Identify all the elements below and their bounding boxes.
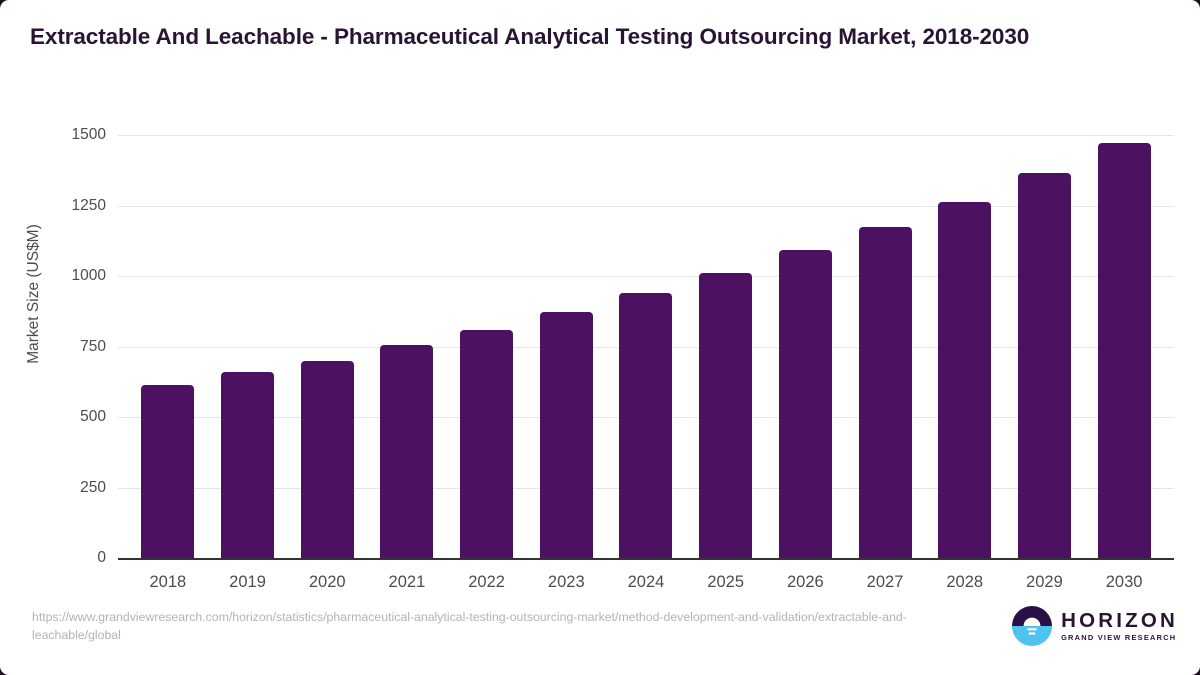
source-url[interactable]: https://www.grandviewresearch.com/horizo… (32, 610, 907, 643)
logo-wordmark: HORIZON (1061, 608, 1178, 632)
footer: https://www.grandviewresearch.com/horizo… (0, 603, 1200, 675)
bar-slot: 2024 (606, 135, 686, 591)
page-title: Extractable And Leachable - Pharmaceutic… (30, 24, 1030, 49)
x-axis-tick-label: 2025 (707, 573, 745, 591)
bar-slot: 2030 (1084, 135, 1164, 591)
bar[interactable] (778, 250, 832, 558)
y-axis-tick-label: 1500 (71, 126, 106, 143)
bar[interactable] (1017, 173, 1071, 558)
y-axis-tick-label: 750 (80, 337, 106, 355)
x-axis-line (118, 557, 1174, 560)
y-axis-tick-label: 500 (80, 408, 106, 425)
bar-slot: 2027 (845, 135, 925, 591)
x-axis-tick-label: 2027 (866, 573, 904, 591)
bar[interactable] (300, 360, 354, 558)
y-axis-tick-label: 250 (80, 478, 106, 496)
bar-slot: 2029 (1005, 135, 1085, 591)
x-axis-tick-label: 2028 (946, 573, 984, 591)
bar[interactable] (380, 345, 434, 558)
bar-slot: 2025 (686, 135, 766, 591)
x-axis-tick-label: 2021 (388, 573, 426, 591)
bar-slot: 2019 (208, 135, 288, 591)
gridline (118, 205, 1174, 207)
bar[interactable] (221, 372, 275, 558)
chart-area: Market Size (US$M) 0 250 500 750 1000 1250 150… (0, 105, 1200, 605)
bar-slot: 2023 (526, 135, 606, 591)
bar[interactable] (1097, 142, 1151, 558)
bar[interactable] (460, 329, 514, 558)
x-axis-tick-label: 2023 (547, 573, 585, 591)
x-axis-tick-label: 2026 (786, 573, 824, 591)
x-axis-tick-label: 2019 (229, 573, 266, 591)
bar[interactable] (141, 385, 195, 558)
bar[interactable] (619, 292, 673, 558)
horizon-logo-icon (1012, 606, 1053, 646)
bar-series: 2018 2019 2020 2021 2022 2023 2024 2025 2026 2027… (118, 135, 1174, 591)
bar-slot: 2026 (766, 135, 846, 591)
bar-slot: 2022 (447, 135, 527, 591)
bar[interactable] (699, 273, 753, 558)
x-axis-tick-label: 2024 (627, 573, 665, 591)
y-axis-tick-label: 1250 (71, 196, 106, 214)
y-axis-tick-label: 0 (97, 549, 106, 566)
bar-slot: 2018 (128, 135, 208, 591)
bar-slot: 2021 (367, 135, 447, 591)
gridline (118, 135, 1174, 136)
x-axis-tick-label: 2020 (308, 573, 346, 591)
horizon-logo[interactable]: HORIZON GRAND VIEW RESEARCH (1012, 606, 1178, 646)
bar[interactable] (858, 226, 912, 558)
logo-tagline: GRAND VIEW RESEARCH (1061, 633, 1177, 643)
x-axis-tick-label: 2029 (1026, 573, 1063, 591)
plot-region: 0 250 500 750 1000 1250 1500 2018 2019 2020 2021 2… (72, 126, 1174, 591)
horizon-logo-text: HORIZON GRAND VIEW RESEARCH (1061, 608, 1178, 643)
y-axis-title: Market Size (US$M) (25, 224, 42, 364)
y-axis-tick-label: 1000 (71, 267, 106, 284)
x-axis-tick-label: 2018 (149, 573, 187, 591)
gridline (118, 276, 1174, 277)
bar-slot: 2028 (925, 135, 1005, 591)
bar-slot: 2020 (287, 135, 367, 591)
bar[interactable] (938, 201, 992, 558)
x-axis-tick-label: 2022 (468, 573, 505, 591)
x-axis-tick-label: 2030 (1105, 573, 1143, 591)
bar[interactable] (539, 312, 593, 558)
